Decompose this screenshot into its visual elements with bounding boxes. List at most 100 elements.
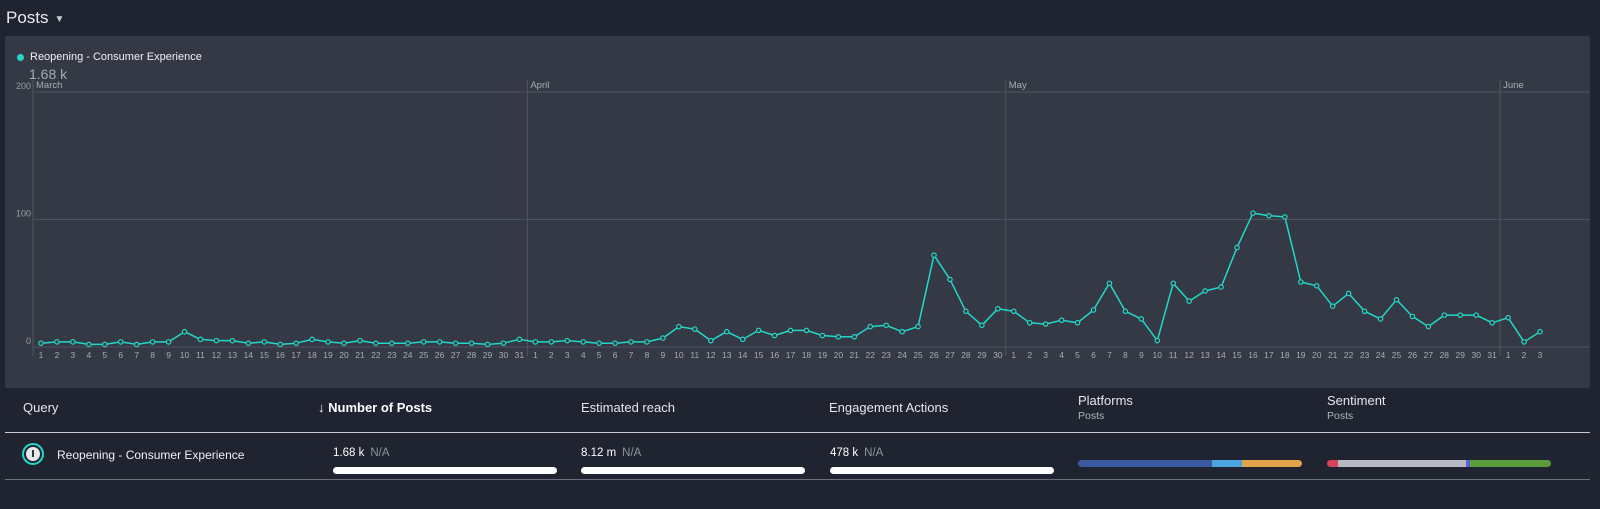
x-tick-label: 31 [1487, 350, 1497, 360]
x-tick-label: 19 [818, 350, 828, 360]
y-tick-label: 100 [16, 209, 31, 219]
x-tick-label: 2 [1522, 350, 1527, 360]
data-point [1409, 313, 1416, 320]
posts-header[interactable]: Posts ▼ [6, 8, 64, 28]
column-sentiment-label: Sentiment [1327, 393, 1386, 408]
column-number-of-posts[interactable]: ↓ Number of Posts [318, 400, 432, 415]
column-estimated-reach[interactable]: Estimated reach [581, 400, 675, 415]
data-point [181, 328, 188, 335]
data-point [692, 326, 698, 332]
x-tick-label: 4 [581, 350, 586, 360]
x-tick-label: 1 [1011, 350, 1016, 360]
data-point [612, 340, 618, 346]
month-label: June [1503, 80, 1524, 91]
platform-segment[interactable] [1241, 460, 1302, 467]
platform-segment[interactable] [1078, 460, 1213, 467]
query-name[interactable]: Reopening - Consumer Experience [57, 448, 245, 462]
data-point [389, 340, 395, 346]
sentiment-segment[interactable] [1465, 460, 1471, 467]
data-point [245, 340, 252, 346]
y-tick-label: 0 [26, 336, 31, 346]
x-tick-label: 18 [802, 350, 812, 360]
data-point [277, 341, 284, 348]
data-point [1074, 319, 1081, 326]
query-icon [22, 443, 44, 465]
x-tick-label: 26 [1408, 350, 1418, 360]
page-title: Posts [6, 8, 49, 27]
chevron-down-icon[interactable]: ▼ [54, 14, 65, 25]
data-point [70, 339, 76, 345]
data-point [1425, 323, 1432, 330]
data-point [54, 339, 60, 345]
x-tick-label: 20 [834, 350, 844, 360]
x-tick-label: 16 [275, 350, 285, 360]
x-tick-label: 21 [355, 350, 365, 360]
x-tick-label: 31 [515, 350, 525, 360]
x-tick-label: 20 [1312, 350, 1322, 360]
x-tick-label: 28 [1440, 350, 1450, 360]
reach-bar [581, 467, 805, 474]
x-tick-label: 3 [565, 350, 570, 360]
engagement-bar [830, 467, 1054, 474]
x-tick-label: 22 [371, 350, 381, 360]
x-tick-label: 13 [1200, 350, 1210, 360]
sentiment-bar[interactable] [1327, 460, 1551, 467]
data-point [1154, 337, 1161, 344]
sentiment-segment[interactable] [1470, 460, 1551, 467]
column-sentiment[interactable]: Sentiment Posts [1327, 393, 1386, 422]
sentiment-segment[interactable] [1327, 460, 1339, 467]
reach-comparison: N/A [622, 447, 642, 459]
x-tick-label: 8 [645, 350, 650, 360]
x-tick-label: 21 [850, 350, 860, 360]
x-tick-label: 9 [1139, 350, 1144, 360]
x-tick-label: 22 [865, 350, 875, 360]
x-tick-label: 14 [244, 350, 254, 360]
data-point [1106, 280, 1113, 287]
data-point [723, 328, 730, 335]
x-tick-label: 15 [754, 350, 764, 360]
column-platforms-label: Platforms [1078, 393, 1133, 408]
data-point [644, 339, 650, 345]
data-point [293, 340, 299, 346]
x-tick-label: 19 [1296, 350, 1306, 360]
column-query[interactable]: Query [23, 400, 59, 415]
table-row[interactable]: Reopening - Consumer Experience 1.68 k N/… [5, 433, 1590, 480]
x-tick-label: 25 [913, 350, 923, 360]
column-engagement-actions[interactable]: Engagement Actions [829, 400, 949, 415]
x-tick-label: 29 [1456, 350, 1466, 360]
column-platforms[interactable]: Platforms Posts [1078, 393, 1133, 422]
data-point [963, 308, 969, 315]
data-point [1297, 279, 1304, 285]
data-point [1473, 312, 1480, 318]
engagement-metric: 478 k N/A [830, 443, 1054, 474]
legend-series-name: Reopening - Consumer Experience [30, 51, 202, 63]
x-tick-label: 3 [1538, 350, 1543, 360]
platforms-bar[interactable] [1078, 460, 1302, 467]
x-tick-label: 11 [690, 350, 699, 360]
data-point [261, 339, 268, 345]
data-point [229, 337, 236, 344]
x-tick-label: 12 [212, 350, 222, 360]
data-point [755, 327, 762, 334]
x-tick-label: 30 [1471, 350, 1481, 360]
x-tick-label: 16 [1248, 350, 1258, 360]
x-tick-label: 28 [467, 350, 477, 360]
data-point [325, 339, 331, 345]
data-point [86, 341, 92, 348]
data-point [309, 336, 315, 343]
x-tick-label: 14 [738, 350, 748, 360]
sentiment-segment[interactable] [1338, 460, 1466, 467]
data-point [357, 337, 363, 344]
series-total: 1.68 k [29, 66, 68, 82]
posts-metric: 1.68 k N/A [333, 443, 557, 474]
data-point [803, 327, 810, 334]
data-point [341, 340, 347, 346]
x-tick-label: 17 [291, 350, 301, 360]
chart-panel: Reopening - Consumer Experience 1.68 k 2… [5, 36, 1590, 388]
chart-legend[interactable]: Reopening - Consumer Experience [17, 51, 202, 63]
data-point [580, 339, 586, 345]
data-point [213, 337, 220, 344]
data-point [1521, 339, 1527, 345]
platform-segment[interactable] [1212, 460, 1242, 467]
data-point [1186, 298, 1192, 304]
